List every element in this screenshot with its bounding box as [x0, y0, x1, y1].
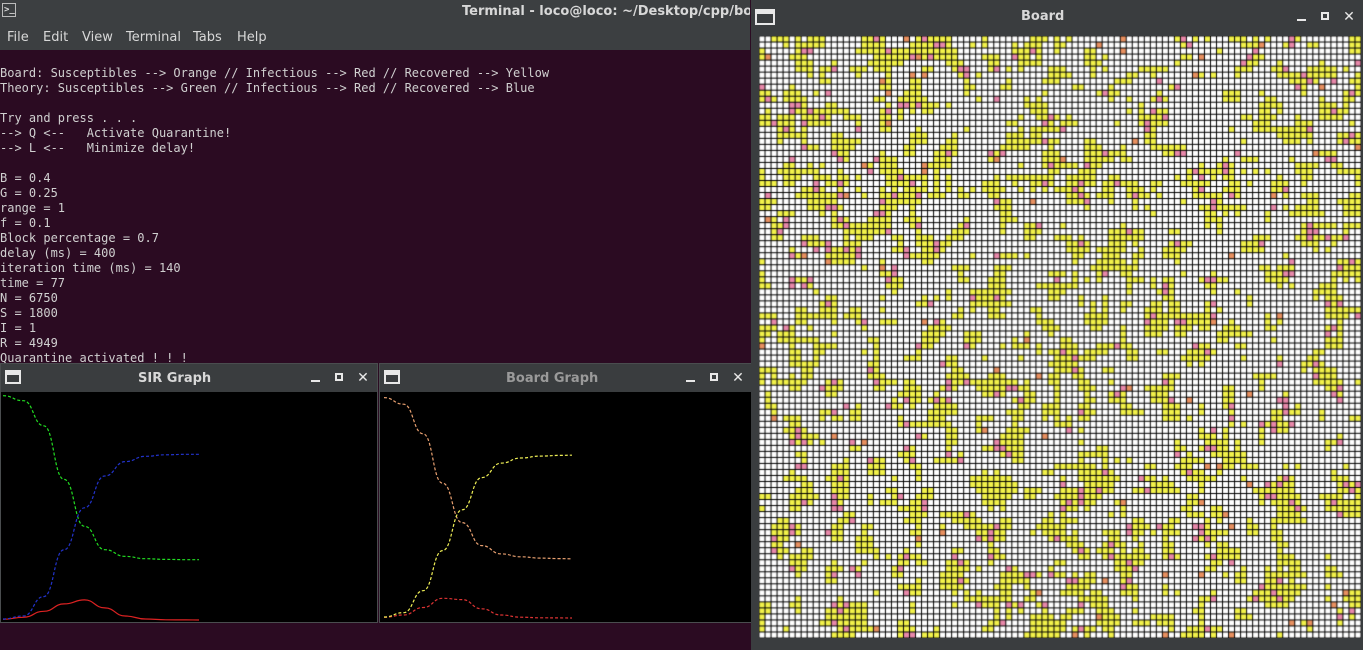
sir-graph-titlebar[interactable]: SIR Graph ✕ — [1, 364, 377, 392]
minimize-icon[interactable] — [682, 370, 698, 386]
infectious-curve — [2, 599, 200, 621]
terminal-line: G = 0.25 — [0, 186, 58, 200]
terminal-line — [0, 96, 549, 111]
board-graph-titlebar[interactable]: Board Graph ✕ — [380, 364, 752, 392]
board-graph-plot — [383, 397, 573, 619]
terminal-menubar: File Edit View Terminal Tabs Help — [0, 24, 750, 50]
terminal-line: S = 1800 — [0, 306, 58, 320]
sir-graph-plot — [2, 395, 200, 621]
terminal-line: f = 0.1 — [0, 216, 51, 230]
susceptible-curve — [383, 397, 573, 560]
terminal-titlebar[interactable]: >_ Terminal - loco@loco: ~/Desktop/cpp/b… — [0, 0, 750, 24]
terminal-line: Block percentage = 0.7 — [0, 231, 159, 245]
terminal-line: range = 1 — [0, 201, 66, 215]
terminal-line: B = 0.4 — [0, 171, 51, 185]
terminal-line — [0, 156, 549, 171]
menu-edit[interactable]: Edit — [43, 30, 69, 45]
close-icon[interactable]: ✕ — [1343, 9, 1355, 25]
board-graph-window[interactable]: Board Graph ✕ — [379, 363, 753, 623]
terminal-output[interactable]: Board: Susceptibles --> Orange // Infect… — [0, 51, 549, 396]
sir-graph-window[interactable]: SIR Graph ✕ — [0, 363, 378, 623]
menu-terminal[interactable]: Terminal — [126, 30, 181, 45]
terminal-line: iteration time (ms) = 140 — [0, 261, 181, 275]
menu-view[interactable]: View — [82, 30, 113, 45]
board-grid[interactable] — [759, 36, 1361, 638]
menu-tabs[interactable]: Tabs — [193, 30, 222, 45]
terminal-line: time = 77 — [0, 276, 66, 290]
board-window[interactable]: Board ✕ — [751, 0, 1363, 650]
terminal-line: --> Q <-- Activate Quarantine! — [0, 126, 232, 140]
maximize-icon[interactable] — [331, 370, 347, 386]
terminal-line: Try and press . . . — [0, 111, 138, 125]
terminal-title: Terminal - loco@loco: ~/Desktop/cpp/boar… — [462, 4, 750, 19]
susceptible-curve — [2, 395, 199, 561]
terminal-line: delay (ms) = 400 — [0, 246, 116, 260]
menu-help[interactable]: Help — [237, 30, 267, 45]
recovered-curve — [2, 453, 199, 620]
close-icon[interactable]: ✕ — [732, 370, 744, 386]
sir-graph-title: SIR Graph — [138, 371, 212, 386]
infectious-curve — [383, 597, 573, 619]
window-icon — [5, 370, 21, 384]
terminal-line: Quarantine activated ! ! ! — [0, 351, 188, 365]
terminal-line: Board: Susceptibles --> Orange // Infect… — [0, 66, 550, 80]
board-title: Board — [1021, 9, 1065, 24]
terminal-line: I = 1 — [0, 321, 37, 335]
close-icon[interactable]: ✕ — [357, 370, 369, 386]
terminal-line: Theory: Susceptibles --> Green // Infect… — [0, 81, 535, 95]
menu-file[interactable]: File — [7, 30, 29, 45]
minimize-icon[interactable] — [307, 370, 323, 386]
terminal-line: --> L <-- Minimize delay! — [0, 141, 196, 155]
window-icon — [755, 9, 775, 25]
terminal-icon: >_ — [2, 3, 16, 17]
minimize-icon[interactable] — [1293, 9, 1309, 25]
recovered-curve — [383, 454, 573, 618]
board-graph-title: Board Graph — [506, 371, 599, 386]
board-titlebar[interactable]: Board ✕ — [751, 0, 1363, 32]
window-icon — [384, 370, 400, 384]
terminal-line: R = 4949 — [0, 336, 58, 350]
terminal-line: N = 6750 — [0, 291, 58, 305]
maximize-icon[interactable] — [1317, 9, 1333, 25]
maximize-icon[interactable] — [706, 370, 722, 386]
